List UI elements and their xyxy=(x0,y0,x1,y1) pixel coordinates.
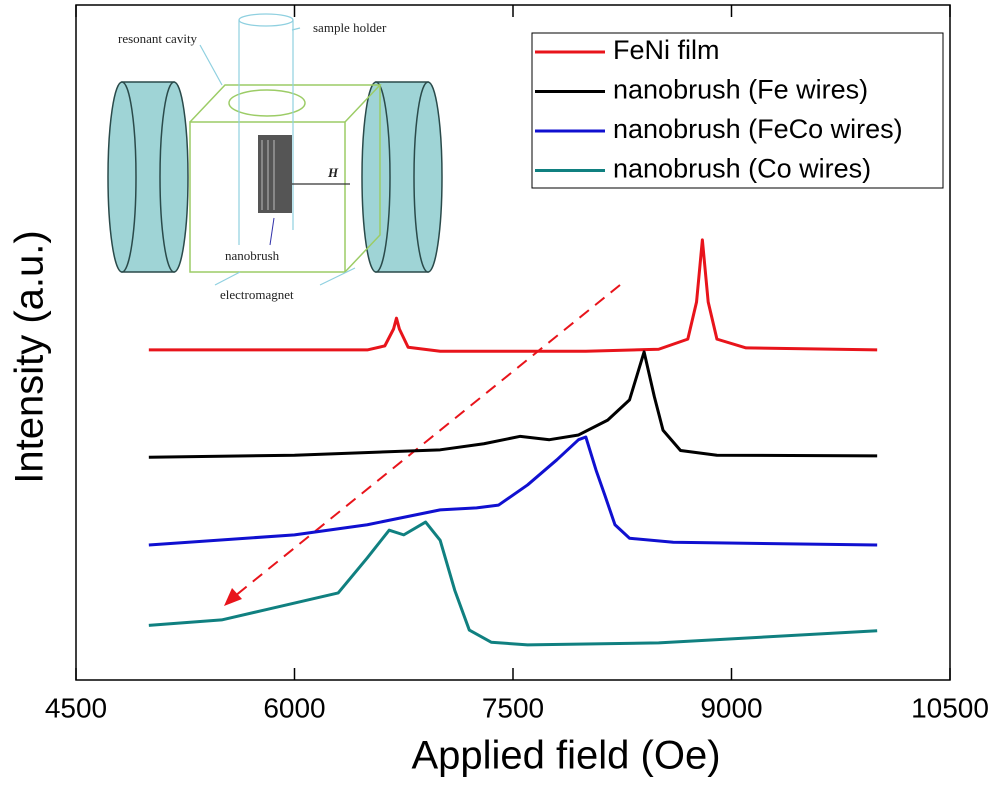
x-tick-label: 9000 xyxy=(700,692,762,723)
x-tick-label: 6000 xyxy=(263,692,325,723)
series-line xyxy=(148,350,878,459)
inset-label: nanobrush xyxy=(225,248,280,263)
x-tick-label: 10500 xyxy=(911,692,989,723)
inset-diagram: resonant cavity sample holder H nanobrus… xyxy=(107,13,443,302)
legend-label: FeNi film xyxy=(613,35,720,65)
x-tick-label: 4500 xyxy=(45,692,107,723)
inset-label: sample holder xyxy=(313,20,387,35)
legend-label: nanobrush (Co wires) xyxy=(613,154,871,184)
series-line xyxy=(148,520,878,647)
series-line xyxy=(148,435,878,547)
trend-arrow xyxy=(234,284,621,597)
legend-box xyxy=(531,32,944,189)
x-tick-label: 7500 xyxy=(482,692,544,723)
inset-label: electromagnet xyxy=(220,287,294,302)
series-line xyxy=(148,238,878,353)
x-axis-label: Applied field (Oe) xyxy=(411,734,720,778)
legend-label: nanobrush (Fe wires) xyxy=(613,75,868,105)
y-axis-label: Intensity (a.u.) xyxy=(8,230,52,483)
legend-label: nanobrush (FeCo wires) xyxy=(613,114,903,144)
inset-label: resonant cavity xyxy=(118,31,198,46)
inset-label: H xyxy=(327,165,339,180)
trend-arrow-head xyxy=(224,588,242,606)
